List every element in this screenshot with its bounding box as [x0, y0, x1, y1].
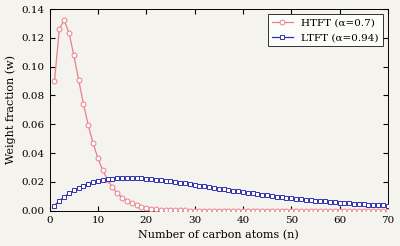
HTFT (α=0.7) [386, 209, 390, 212]
HTFT (α=0.7) [52, 80, 57, 83]
Line: HTFT (α=0.7): HTFT (α=0.7) [52, 18, 390, 213]
Line: LTFT (α=0.94): LTFT (α=0.94) [52, 176, 390, 208]
LTFT (α=0.94) [386, 204, 390, 207]
LTFT (α=0.94) [337, 201, 342, 204]
LTFT (α=0.94) [158, 179, 163, 182]
HTFT (α=0.7) [337, 209, 342, 212]
X-axis label: Number of carbon atoms (n): Number of carbon atoms (n) [138, 230, 299, 240]
Y-axis label: Weight fraction (w): Weight fraction (w) [6, 55, 16, 164]
LTFT (α=0.94) [342, 201, 347, 204]
LTFT (α=0.94) [240, 191, 245, 194]
LTFT (α=0.94) [52, 204, 57, 207]
HTFT (α=0.7) [240, 209, 245, 212]
Legend: HTFT (α=0.7), LTFT (α=0.94): HTFT (α=0.7), LTFT (α=0.94) [268, 14, 383, 46]
HTFT (α=0.7) [100, 169, 105, 172]
LTFT (α=0.94) [96, 180, 100, 183]
LTFT (α=0.94) [134, 177, 139, 180]
HTFT (α=0.7) [62, 19, 66, 22]
HTFT (α=0.7) [342, 209, 347, 212]
LTFT (α=0.94) [124, 176, 129, 179]
HTFT (α=0.7) [158, 208, 163, 211]
HTFT (α=0.7) [134, 204, 139, 207]
